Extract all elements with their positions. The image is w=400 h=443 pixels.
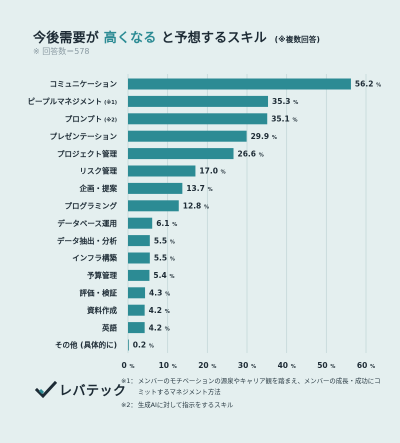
value-label: 6.1 % [156, 219, 177, 228]
bar [128, 200, 179, 212]
bar [128, 148, 234, 160]
value-label: 13.7 % [186, 184, 212, 193]
value-label: 12.8 % [183, 202, 209, 211]
value-label: 4.3 % [149, 289, 170, 298]
footnote-1: ※1： メンバーのモチベーションの源泉やキャリア観を踏まえ、メンバーの成長・成功… [121, 376, 386, 398]
levtech-logo: レバテック [35, 380, 127, 399]
value-label: 4.2 % [149, 306, 170, 315]
x-tick-label: 40 % [278, 361, 296, 370]
category-label: 予算管理 [87, 270, 117, 280]
bar [128, 217, 153, 229]
checkmark-logo-icon [35, 380, 57, 398]
value-label: 0.2 % [133, 341, 154, 350]
title-note: (※複数回答) [274, 35, 321, 44]
chart-title: 今後需要が 高くなる と予想するスキル (※複数回答) [33, 27, 320, 46]
x-tick-label: 20 % [198, 361, 216, 370]
logo-text: レバテック [59, 384, 127, 399]
bar-chart: コミュニケーション 56.2 % ピープルマネジメント (※1) 35.3 % プロンプト… [28, 74, 381, 370]
value-label: 5.5 % [154, 236, 175, 245]
x-tick-label: 50 % [317, 361, 335, 370]
value-label: 5.4 % [153, 271, 174, 280]
respondent-count: ※ 回答数＝578 [33, 47, 90, 56]
category-label: リスク管理 [80, 166, 118, 176]
title-part2: と予想するスキル [161, 31, 267, 46]
footnote-2: ※2： 生成AIに対して指示をするスキル [121, 400, 386, 411]
footnote-mark: ※2： [121, 401, 137, 409]
x-tick-label: 60 % [357, 361, 375, 370]
category-label: コミュニケーション [50, 80, 118, 89]
value-label: 35.3 % [272, 97, 298, 106]
category-label: その他 (具体的に) [55, 340, 117, 350]
category-label: 評価・検証 [80, 288, 118, 298]
bar [128, 182, 183, 194]
value-label: 26.6 % [238, 149, 264, 158]
footnote-text: メンバーのモチベーションの源泉やキャリア観を踏まえ、メンバーの成長・成功にコミッ… [137, 377, 381, 396]
title-part1: 今後需要が [33, 31, 100, 46]
category-label: データ抽出・分析 [57, 235, 117, 245]
value-label: 17.0 % [199, 167, 225, 176]
category-label: プログラミング [65, 201, 118, 211]
category-label: インフラ構築 [72, 253, 117, 263]
bar [128, 269, 150, 281]
category-label: 英語 [102, 322, 117, 332]
bar [128, 235, 150, 247]
bar [128, 252, 150, 264]
x-tick-label: 10 % [159, 361, 177, 370]
x-tick-label: 30 % [238, 361, 256, 370]
value-label: 35.1 % [271, 115, 297, 124]
bar [128, 130, 247, 142]
footnote-text: 生成AIに対して指示をするスキル [137, 401, 234, 409]
bar [128, 165, 196, 177]
footnote-mark: ※1： [121, 377, 137, 385]
value-label: 4.2 % [149, 323, 170, 332]
x-tick-label: 0 % [122, 361, 135, 370]
bar [128, 322, 145, 334]
category-label: データベース運用 [57, 218, 117, 228]
category-label: プロジェクト管理 [57, 148, 117, 158]
title-highlight: 高くなる [103, 31, 157, 46]
bar [128, 113, 268, 125]
category-label: プレゼンテーション [50, 131, 118, 141]
category-label: プロンプト (※2) [65, 114, 117, 124]
value-label: 56.2 % [355, 80, 381, 89]
bar [128, 339, 129, 351]
value-label: 5.5 % [154, 254, 175, 263]
bar [128, 304, 145, 316]
bar [128, 78, 351, 90]
category-label: ピープルマネジメント (※1) [28, 96, 117, 106]
category-label: 企画・提案 [79, 183, 118, 193]
bar [128, 287, 146, 299]
category-label: 資料作成 [87, 305, 117, 315]
bar [128, 95, 269, 107]
footnotes: ※1： メンバーのモチベーションの源泉やキャリア観を踏まえ、メンバーの成長・成功… [121, 376, 386, 413]
value-label: 29.9 % [251, 132, 277, 141]
